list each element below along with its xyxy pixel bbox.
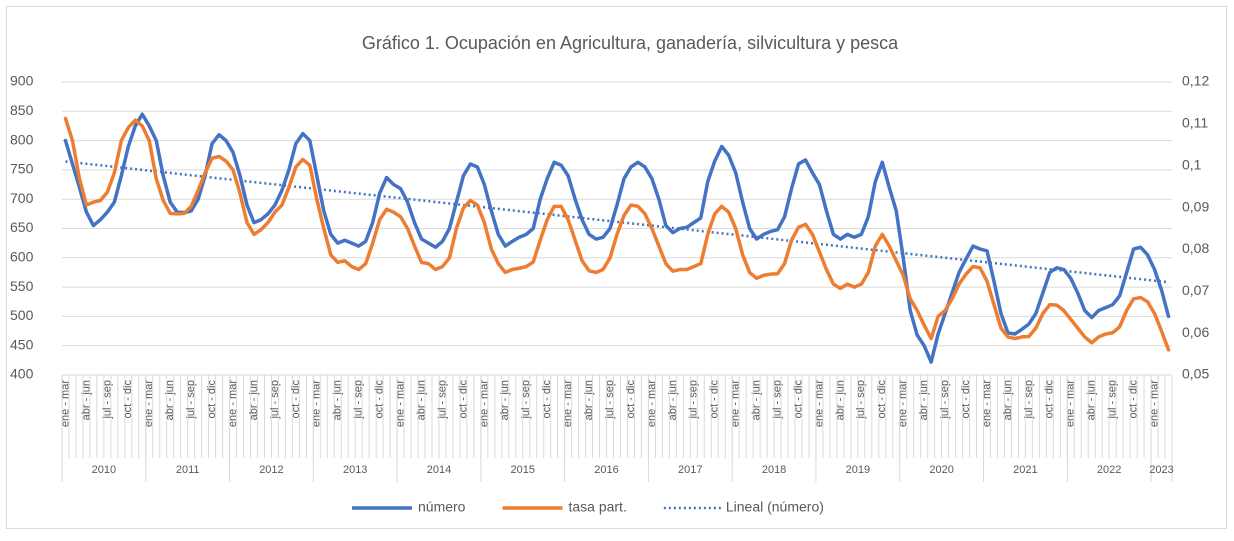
- y-tick-label: 650: [10, 219, 34, 235]
- group-label: 2013: [343, 464, 367, 476]
- y2-tick-label: 0,05: [1182, 366, 1209, 382]
- y2-tick-label: 0,12: [1182, 73, 1209, 89]
- x-tick-label: jul - sep: [269, 380, 281, 420]
- group-label: 2016: [594, 464, 618, 476]
- x-tick-label: abr - jun: [751, 380, 763, 420]
- x-tick-label: abr - jun: [415, 380, 427, 420]
- group-label: 2019: [846, 464, 870, 476]
- x-tick-label: oct - dic: [625, 380, 637, 419]
- group-label: 2015: [511, 464, 535, 476]
- x-tick-label: jul - sep: [1107, 380, 1119, 420]
- y2-tick-label: 0,08: [1182, 240, 1209, 256]
- x-tick-label: oct - dic: [709, 380, 721, 419]
- x-tick-label: ene - mar: [562, 380, 574, 427]
- x-tick-label: jul - sep: [436, 380, 448, 420]
- group-label: 2014: [427, 464, 451, 476]
- x-tick-label: jul - sep: [771, 380, 783, 420]
- y2-tick-label: 0,06: [1182, 324, 1209, 340]
- y2-tick-label: 0,09: [1182, 198, 1209, 214]
- x-tick-label: oct - dic: [792, 380, 804, 419]
- group-label: 2017: [678, 464, 702, 476]
- y2-tick-label: 0,11: [1182, 115, 1208, 131]
- group-label: 2021: [1013, 464, 1037, 476]
- y-tick-label: 750: [10, 161, 34, 177]
- x-tick-label: oct - dic: [457, 380, 469, 419]
- chart-title: Gráfico 1. Ocupación en Agricultura, gan…: [362, 33, 899, 53]
- legend-label: número: [418, 499, 466, 515]
- x-tick-label: oct - dic: [1044, 380, 1056, 419]
- x-tick-label: ene - mar: [227, 380, 239, 427]
- x-tick-label: abr - jun: [499, 380, 511, 420]
- x-tick-label: abr - jun: [667, 380, 679, 420]
- group-label: 2018: [762, 464, 786, 476]
- x-tick-label: jul - sep: [353, 380, 365, 420]
- x-tick-label: oct - dic: [374, 380, 386, 419]
- y-tick-label: 550: [10, 278, 34, 294]
- y-tick-label: 900: [10, 73, 34, 89]
- x-tick-label: oct - dic: [122, 380, 134, 419]
- x-tick-label: oct - dic: [541, 380, 553, 419]
- legend-label: Lineal (número): [726, 499, 824, 515]
- x-tick-label: jul - sep: [939, 380, 951, 420]
- x-tick-label: jul - sep: [604, 380, 616, 420]
- y2-tick-label: 0,1: [1182, 156, 1202, 172]
- group-label: 2010: [92, 464, 116, 476]
- x-tick-label: ene - mar: [311, 380, 323, 427]
- x-tick-label: ene - mar: [59, 380, 71, 427]
- x-tick-label: ene - mar: [730, 380, 742, 427]
- x-tick-label: jul - sep: [1023, 380, 1035, 420]
- legend-label: tasa part.: [568, 499, 626, 515]
- x-tick-label: jul - sep: [688, 380, 700, 420]
- x-tick-label: abr - jun: [834, 380, 846, 420]
- y-tick-label: 400: [10, 366, 34, 382]
- x-tick-label: oct - dic: [1128, 380, 1140, 419]
- y-tick-label: 500: [10, 307, 34, 323]
- x-tick-label: ene - mar: [813, 380, 825, 427]
- y-tick-label: 700: [10, 190, 34, 206]
- x-tick-label: oct - dic: [206, 380, 218, 419]
- x-tick-label: ene - mar: [646, 380, 658, 427]
- x-tick-label: ene - mar: [1065, 380, 1077, 427]
- y-tick-label: 450: [10, 336, 34, 352]
- group-label: 2011: [176, 464, 200, 476]
- x-tick-label: ene - mar: [478, 380, 490, 427]
- x-tick-label: jul - sep: [101, 380, 113, 420]
- series-line: [63, 112, 1171, 364]
- x-tick-label: oct - dic: [876, 380, 888, 419]
- x-tick-label: ene - mar: [394, 380, 406, 427]
- x-tick-label: abr - jun: [918, 380, 930, 420]
- group-label: 2023: [1149, 464, 1173, 476]
- x-tick-label: ene - mar: [143, 380, 155, 427]
- x-tick-label: abr - jun: [332, 380, 344, 420]
- x-tick-label: abr - jun: [583, 380, 595, 420]
- y-tick-label: 850: [10, 102, 34, 118]
- x-tick-label: oct - dic: [960, 380, 972, 419]
- x-tick-label: abr - jun: [1002, 380, 1014, 420]
- chart-frame: [6, 6, 1227, 529]
- x-tick-label: ene - mar: [981, 380, 993, 427]
- x-tick-label: abr - jun: [1086, 380, 1098, 420]
- y-tick-label: 800: [10, 131, 34, 147]
- y-tick-label: 600: [10, 249, 34, 265]
- group-label: 2020: [929, 464, 953, 476]
- series-line: [63, 116, 1171, 352]
- group-label: 2022: [1097, 464, 1121, 476]
- x-tick-label: jul - sep: [520, 380, 532, 420]
- x-tick-label: ene - mar: [897, 380, 909, 427]
- x-tick-label: jul - sep: [185, 380, 197, 420]
- x-tick-label: oct - dic: [290, 380, 302, 419]
- x-tick-label: abr - jun: [80, 380, 92, 420]
- x-tick-label: jul - sep: [855, 380, 867, 420]
- x-tick-label: abr - jun: [164, 380, 176, 420]
- y2-tick-label: 0,07: [1182, 282, 1209, 298]
- x-tick-label: ene - mar: [1148, 380, 1160, 427]
- x-tick-label: abr - jun: [248, 380, 260, 420]
- group-label: 2012: [259, 464, 283, 476]
